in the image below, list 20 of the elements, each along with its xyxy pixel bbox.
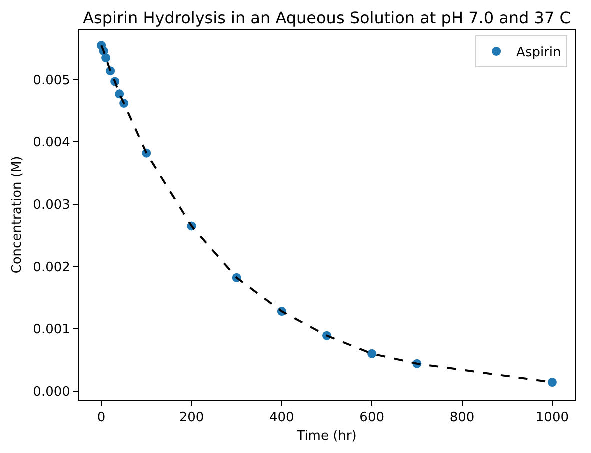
y-axis-title: Concentration (M) bbox=[10, 156, 26, 274]
y-tick-label: 0.000 bbox=[33, 384, 70, 400]
x-axis-title: Time (hr) bbox=[296, 429, 357, 444]
x-tick-label: 0 bbox=[97, 410, 106, 426]
y-tick-label: 0.005 bbox=[33, 73, 70, 88]
x-tick-label: 200 bbox=[179, 410, 204, 426]
y-tick-label: 0.004 bbox=[33, 136, 70, 151]
x-tick-label: 800 bbox=[450, 410, 475, 426]
chart-title: Aspirin Hydrolysis in an Aqueous Solution at pH 7.0 and 37 C bbox=[83, 8, 571, 28]
x-tick-label: 1000 bbox=[536, 410, 569, 426]
y-tick-label: 0.003 bbox=[33, 198, 70, 213]
point bbox=[548, 378, 557, 388]
point bbox=[102, 54, 111, 63]
x-tick-label: 600 bbox=[360, 410, 385, 426]
legend-label: Aspirin bbox=[516, 46, 562, 61]
x-tick-label: 400 bbox=[269, 410, 294, 426]
y-tick-label: 0.002 bbox=[33, 260, 70, 276]
y-tick-label: 0.001 bbox=[33, 322, 70, 338]
point bbox=[368, 349, 377, 358]
point bbox=[115, 90, 124, 99]
